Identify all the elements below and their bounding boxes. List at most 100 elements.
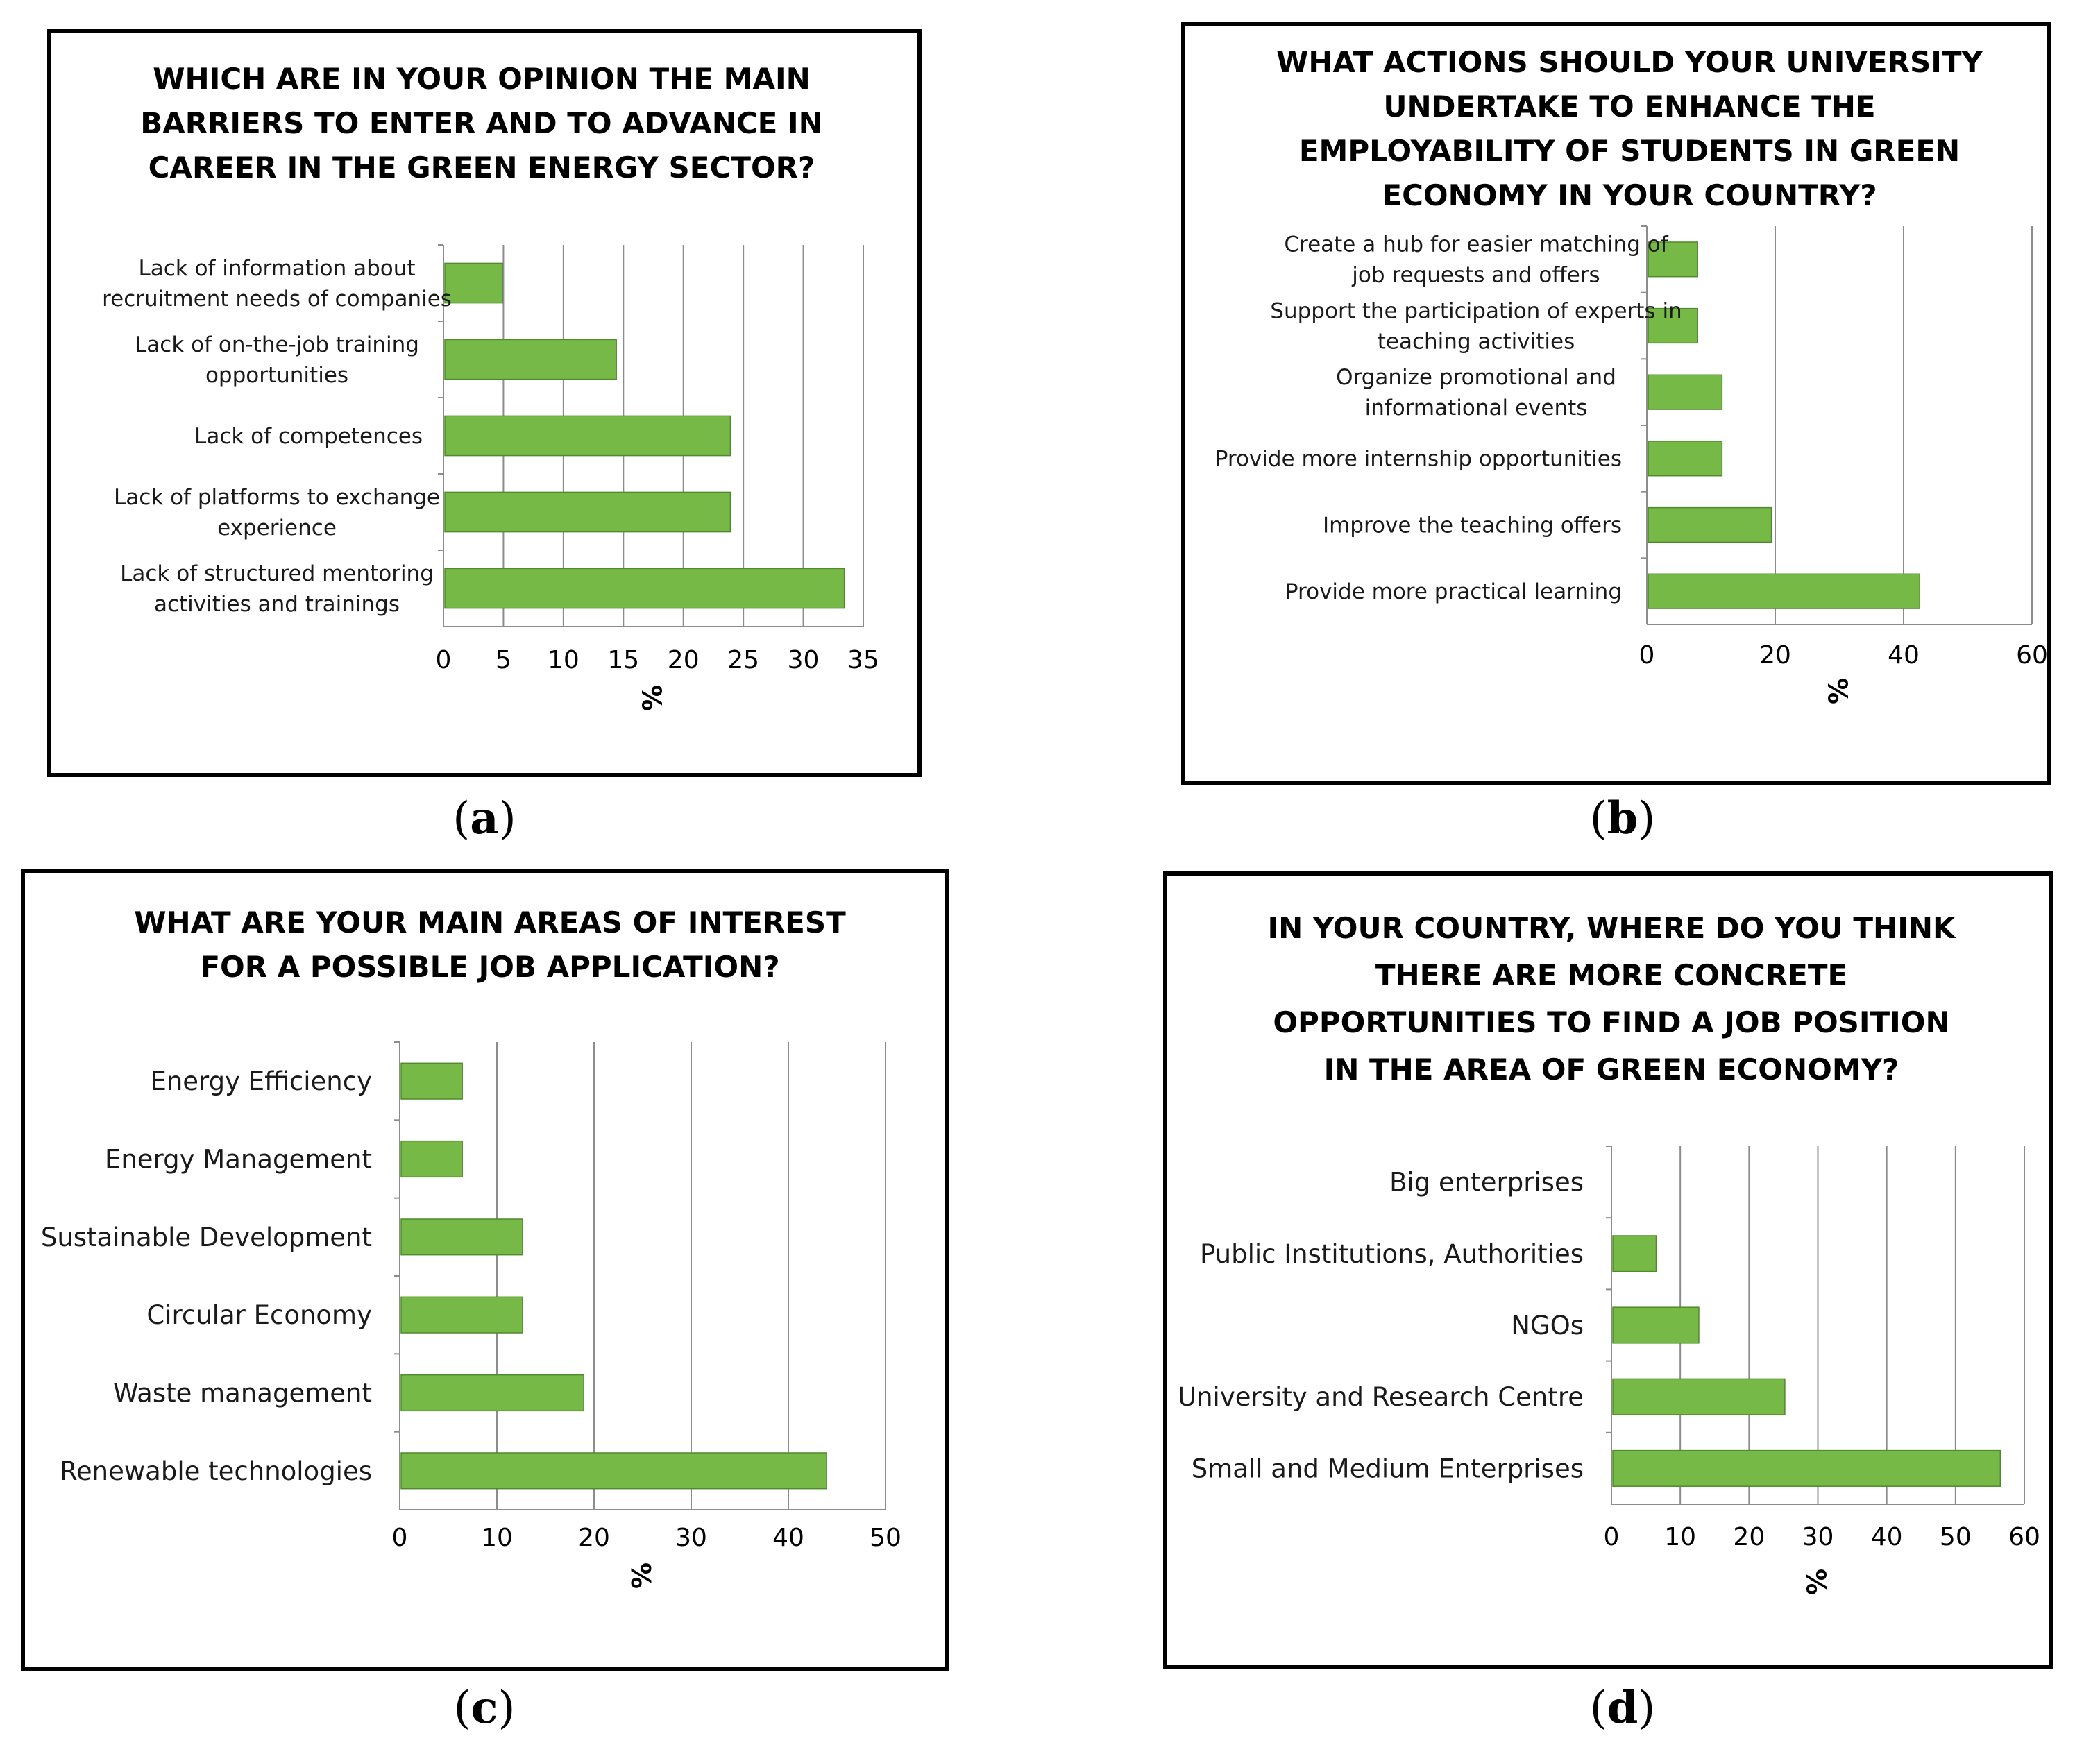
- x-axis-label: %: [1824, 678, 1854, 704]
- category-label: University and Research Centre: [1178, 1382, 1584, 1412]
- chart-title-line: THERE ARE MORE CONCRETE: [1375, 958, 1847, 992]
- category-label: Renewable technologies: [60, 1456, 372, 1486]
- x-tick-label: 60: [2008, 1523, 2040, 1551]
- chart-title-line: CAREER IN THE GREEN ENERGY SECTOR?: [149, 151, 815, 185]
- x-tick-label: 40: [772, 1524, 804, 1552]
- x-tick-label: 10: [548, 646, 579, 674]
- x-axis-label: %: [1802, 1569, 1833, 1595]
- category-label: Organize promotional and: [1336, 365, 1616, 390]
- bar: [1648, 441, 1723, 477]
- x-tick-label: 35: [847, 646, 879, 674]
- caption-d: (d): [1589, 1682, 1656, 1734]
- bar: [1612, 1449, 2001, 1487]
- x-tick-label: 60: [2016, 641, 2047, 670]
- x-tick-label: 50: [870, 1524, 901, 1552]
- category-label: job requests and offers: [1351, 263, 1600, 288]
- bar: [1648, 241, 1698, 278]
- chart-title-line: EMPLOYABILITY OF STUDENTS IN GREEN: [1299, 134, 1960, 168]
- x-tick-label: 10: [1664, 1523, 1696, 1551]
- x-tick-label: 0: [392, 1524, 408, 1552]
- caption-b: (b): [1589, 792, 1656, 844]
- bar: [1612, 1235, 1657, 1272]
- category-label: Create a hub for easier matching of: [1284, 232, 1668, 257]
- category-label: Provide more practical learning: [1285, 579, 1622, 604]
- chart-title-line: BARRIERS TO ENTER AND TO ADVANCE IN: [140, 106, 823, 140]
- x-tick-label: 15: [607, 646, 639, 674]
- bar: [444, 415, 731, 457]
- caption-c: (c): [453, 1682, 516, 1734]
- category-label: Circular Economy: [146, 1300, 372, 1330]
- category-label: opportunities: [205, 363, 348, 388]
- category-label: teaching activities: [1378, 329, 1575, 354]
- category-label: Small and Medium Enterprises: [1192, 1454, 1584, 1483]
- category-label: Waste management: [113, 1378, 372, 1408]
- chart-b: WHAT ACTIONS SHOULD YOUR UNIVERSITY UNDER…: [1215, 45, 2047, 704]
- chart-panel-b: WHAT ACTIONS SHOULD YOUR UNIVERSITY UNDER…: [1181, 22, 2051, 785]
- caption-a: (a): [452, 792, 516, 844]
- x-tick-label: 30: [675, 1524, 707, 1552]
- category-label: NGOs: [1511, 1311, 1584, 1340]
- x-tick-label: 5: [496, 646, 511, 674]
- bar: [1648, 506, 1772, 543]
- x-tick-label: 10: [481, 1524, 513, 1552]
- chart-c: WHAT ARE YOUR MAIN AREAS OF INTEREST FOR …: [41, 905, 901, 1589]
- category-label: recruitment needs of companies: [102, 287, 452, 312]
- chart-title-line: WHAT ARE YOUR MAIN AREAS OF INTEREST: [134, 905, 846, 939]
- x-tick-label: 20: [578, 1524, 610, 1552]
- chart-title-line: WHICH ARE IN YOUR OPINION THE MAIN: [153, 62, 811, 96]
- bar: [400, 1062, 463, 1100]
- chart-title-line: ECONOMY IN YOUR COUNTRY?: [1382, 178, 1877, 212]
- category-label: Lack of structured mentoring: [120, 561, 434, 586]
- x-tick-label: 20: [1733, 1523, 1765, 1551]
- bar: [400, 1296, 523, 1334]
- bar: [400, 1140, 463, 1178]
- bar: [1648, 307, 1698, 344]
- bar: [400, 1374, 584, 1412]
- category-label: Big enterprises: [1389, 1168, 1584, 1198]
- bar: [1612, 1378, 1786, 1415]
- x-tick-label: 40: [1871, 1523, 1903, 1551]
- chart-title-line: IN THE AREA OF GREEN ECONOMY?: [1324, 1053, 1899, 1087]
- x-tick-label: 25: [727, 646, 759, 674]
- category-label: Provide more internship opportunities: [1215, 447, 1622, 472]
- chart-d: IN YOUR COUNTRY, WHERE DO YOU THINK THERE…: [1178, 911, 2040, 1595]
- bar: [400, 1452, 827, 1490]
- category-label: experience: [217, 516, 337, 540]
- chart-title-line: IN YOUR COUNTRY, WHERE DO YOU THINK: [1267, 911, 1956, 945]
- x-tick-label: 40: [1888, 641, 1920, 670]
- bar: [1648, 573, 1921, 609]
- x-tick-label: 0: [1639, 641, 1655, 670]
- x-tick-label: 20: [1759, 641, 1791, 670]
- category-label: Energy Efficiency: [150, 1066, 372, 1096]
- bar: [1648, 374, 1723, 410]
- x-tick-label: 0: [1604, 1523, 1620, 1551]
- bar: [1612, 1306, 1700, 1344]
- bar: [444, 339, 617, 380]
- chart-title-line: UNDERTAKE TO ENHANCE THE: [1383, 90, 1875, 124]
- x-axis-label: %: [627, 1563, 657, 1589]
- category-label: Lack of competences: [194, 424, 423, 449]
- bar: [444, 568, 845, 609]
- chart-panel-c: WHAT ARE YOUR MAIN AREAS OF INTEREST FOR …: [21, 869, 949, 1671]
- category-label: Public Institutions, Authorities: [1200, 1239, 1584, 1269]
- category-label: Sustainable Development: [41, 1223, 372, 1252]
- category-label: activities and trainings: [154, 592, 400, 617]
- chart-title-line: OPPORTUNITIES TO FIND A JOB POSITION: [1273, 1005, 1949, 1039]
- x-tick-label: 50: [1940, 1523, 1972, 1551]
- x-tick-label: 0: [436, 646, 452, 674]
- chart-panel-a: WHICH ARE IN YOUR OPINION THE MAIN BARRIE…: [47, 29, 922, 777]
- category-label: Lack of on-the-job training: [135, 332, 419, 357]
- x-tick-label: 30: [1802, 1523, 1834, 1551]
- category-label: Lack of platforms to exchange: [114, 485, 440, 510]
- chart-title-line: WHAT ACTIONS SHOULD YOUR UNIVERSITY: [1276, 45, 1983, 79]
- chart-title-line: FOR A POSSIBLE JOB APPLICATION?: [200, 950, 779, 984]
- category-label: informational events: [1365, 395, 1588, 420]
- x-tick-label: 20: [668, 646, 700, 674]
- category-label: Support the participation of experts in: [1270, 298, 1682, 323]
- x-axis-label: %: [638, 685, 668, 711]
- category-label: Lack of information about: [138, 256, 415, 281]
- chart-a: WHICH ARE IN YOUR OPINION THE MAIN BARRIE…: [102, 62, 879, 711]
- x-tick-label: 30: [788, 646, 820, 674]
- category-label: Improve the teaching offers: [1323, 513, 1622, 538]
- bar: [444, 491, 731, 533]
